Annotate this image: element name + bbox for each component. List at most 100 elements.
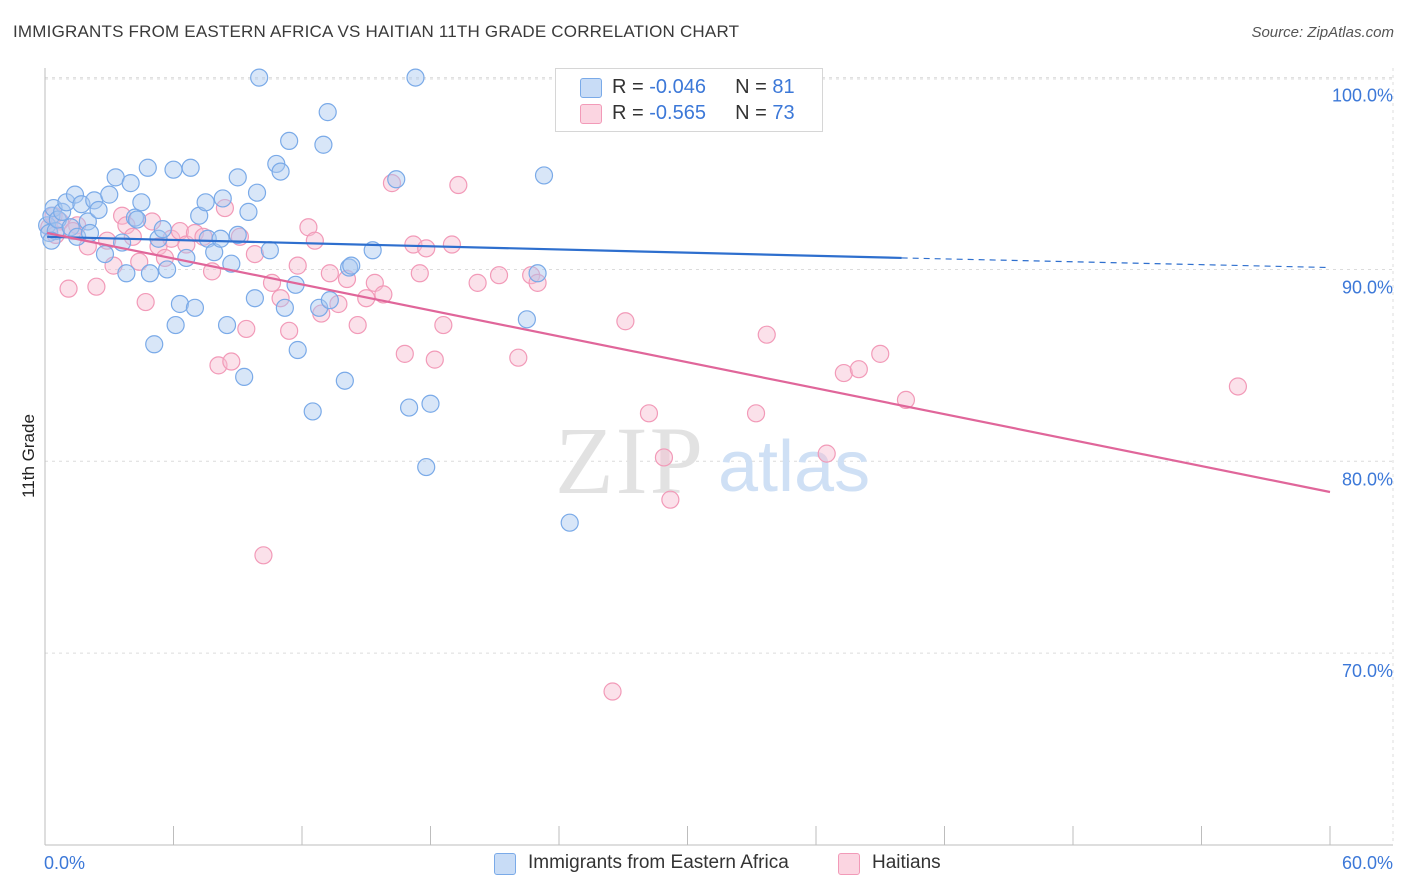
haitian-point — [871, 344, 890, 363]
eastern-africa-point — [528, 264, 547, 283]
eastern-africa-point — [78, 212, 97, 231]
chart-title: IMMIGRANTS FROM EASTERN AFRICA VS HAITIA… — [13, 22, 740, 41]
eastern-africa-point — [217, 315, 237, 335]
haitian-point — [849, 360, 868, 379]
tick-labels: 100.0% 90.0% 80.0% 70.0% 0.0% 60.0% — [44, 86, 1393, 873]
haitian-point — [59, 279, 78, 298]
eastern-africa-point — [260, 241, 279, 260]
eastern-africa-trend-extension — [901, 257, 1331, 269]
eastern-africa-point — [275, 298, 294, 317]
haitian-point — [329, 294, 348, 314]
y-tick-label: 100.0% — [1332, 86, 1393, 106]
haitian-point — [509, 348, 528, 367]
r-value: -0.565 — [649, 102, 706, 124]
haitian-point — [123, 227, 142, 246]
eastern-africa-point — [335, 371, 354, 390]
eastern-africa-point — [288, 340, 307, 360]
r-value: -0.046 — [649, 76, 706, 98]
haitian-point — [1228, 377, 1248, 396]
legend-label: Haitians — [872, 852, 941, 873]
eastern-africa-point — [121, 174, 140, 193]
eastern-africa-point — [250, 68, 269, 87]
haitian-point — [245, 244, 264, 264]
eastern-africa-point — [222, 254, 241, 273]
eastern-africa-point — [318, 103, 337, 122]
eastern-africa-point — [61, 218, 80, 237]
eastern-africa-point — [517, 310, 536, 329]
eastern-africa-point — [145, 335, 164, 354]
y-axis-label: 11th Grade — [19, 414, 38, 498]
eastern-africa-point — [387, 170, 406, 189]
haitian-point — [434, 315, 453, 335]
haitian-point — [661, 490, 680, 509]
haitian-point — [222, 352, 241, 371]
haitian-point — [757, 325, 776, 344]
haitian-point — [374, 285, 393, 304]
source-label: Source: ZipAtlas.com — [1251, 24, 1394, 41]
eastern-africa-point — [177, 248, 196, 268]
haitian-point — [603, 682, 622, 701]
y-tick-label: 80.0% — [1342, 469, 1393, 489]
n-label: N = — [735, 102, 773, 124]
eastern-africa-point — [406, 68, 425, 87]
haitian-point — [489, 266, 509, 285]
eastern-africa-point — [181, 158, 200, 177]
haitian-point — [425, 350, 444, 369]
eastern-africa-point — [271, 162, 290, 181]
eastern-africa-point — [399, 398, 419, 417]
haitian-point — [87, 277, 106, 296]
legend-swatch-blue — [580, 78, 602, 98]
haitian-point — [395, 344, 414, 363]
eastern-africa-point — [100, 185, 119, 204]
eastern-africa-point — [164, 160, 183, 179]
eastern-africa-point — [314, 135, 333, 154]
eastern-africa-point — [138, 158, 157, 177]
haitian-point — [136, 292, 155, 312]
haitian-point — [442, 235, 462, 254]
haitian-point — [337, 269, 357, 289]
x-tick-label: 60.0% — [1342, 853, 1393, 873]
haitian-point — [288, 256, 307, 275]
eastern-africa-point — [53, 202, 72, 221]
n-value: 73 — [772, 102, 795, 124]
haitian-point — [410, 264, 429, 283]
haitian-point — [130, 252, 149, 271]
eastern-africa-point — [239, 202, 258, 221]
haitian-points — [40, 174, 1248, 701]
eastern-africa-point — [117, 264, 136, 283]
haitian-point — [320, 264, 339, 283]
eastern-africa-point — [196, 193, 215, 212]
watermark-atlas: atlas — [718, 427, 870, 507]
legend-swatch-pink — [580, 104, 602, 124]
eastern-africa-point — [166, 315, 185, 335]
eastern-africa-point — [153, 220, 172, 239]
haitian-point — [896, 390, 916, 410]
haitian-point — [271, 289, 290, 308]
n-label: N = — [735, 76, 773, 98]
haitian-trend-line — [46, 231, 1331, 494]
r-label: R = — [612, 102, 650, 124]
watermark: ZIP atlas — [555, 407, 870, 514]
eastern-africa-point — [235, 367, 254, 386]
haitian-point — [417, 239, 436, 258]
eastern-africa-point — [342, 256, 361, 275]
eastern-africa-point — [534, 166, 554, 185]
eastern-africa-point — [211, 229, 230, 248]
haitian-point — [254, 546, 273, 565]
eastern-africa-point — [280, 131, 299, 151]
haitian-point — [746, 404, 766, 423]
haitian-point — [528, 273, 547, 292]
r-label: R = — [612, 76, 650, 98]
eastern-africa-point — [157, 260, 177, 279]
haitian-point — [237, 319, 256, 339]
eastern-africa-point — [303, 402, 322, 421]
eastern-africa-point — [245, 289, 264, 308]
axes — [44, 68, 1393, 846]
eastern-africa-point — [228, 168, 247, 187]
stats-legend: R = -0.046 N = 81 R = -0.565 N = 73 — [555, 68, 823, 132]
eastern-africa-point — [65, 185, 85, 204]
y-tick-label: 90.0% — [1342, 277, 1393, 297]
haitian-point — [449, 175, 468, 195]
eastern-africa-point — [127, 210, 147, 229]
